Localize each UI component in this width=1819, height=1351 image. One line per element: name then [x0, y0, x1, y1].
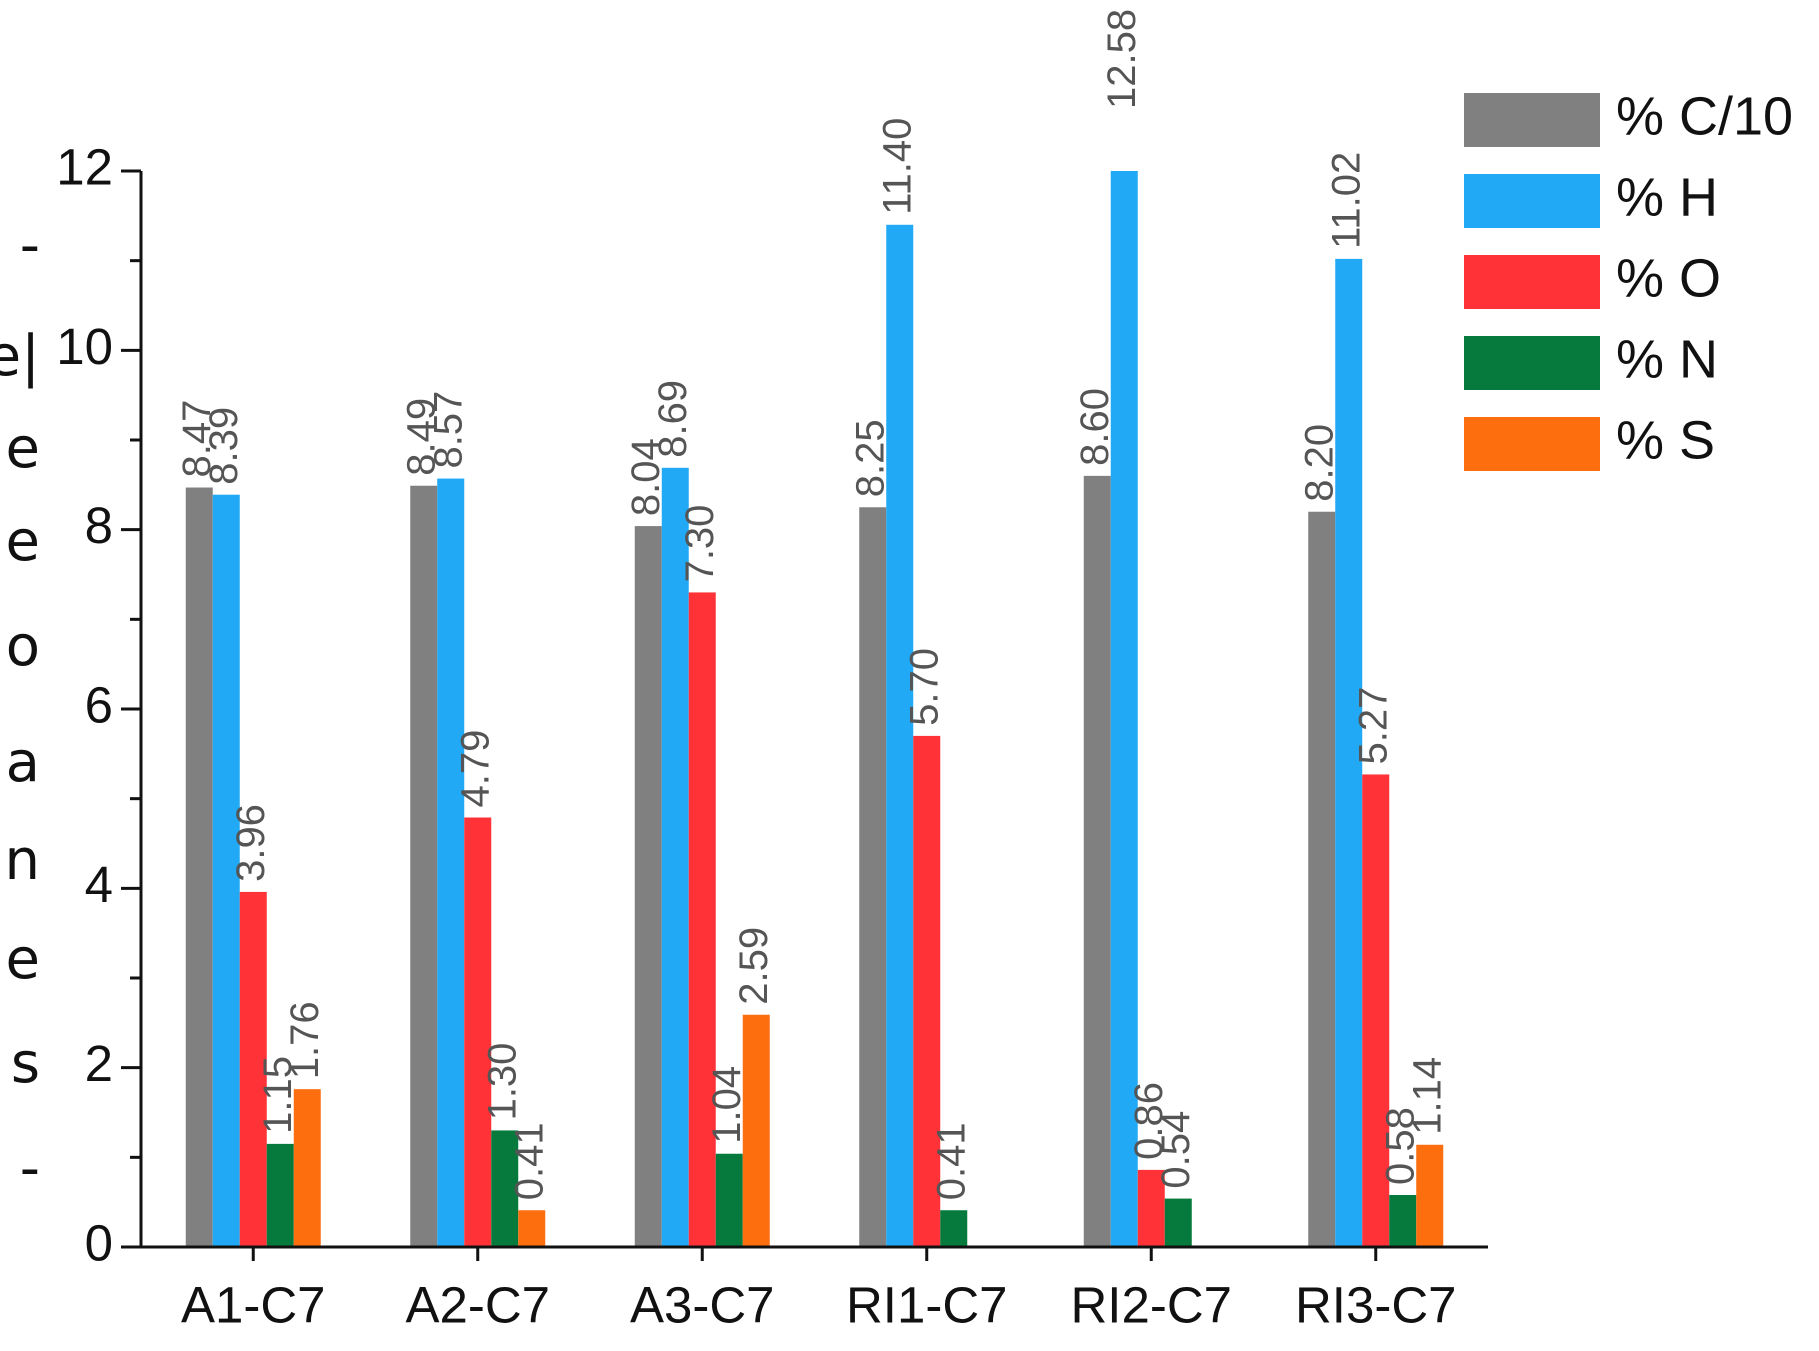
value-label: 5.70 — [902, 648, 946, 726]
bar — [634, 526, 662, 1247]
legend-label: % H — [1616, 167, 1718, 227]
value-label: 8.60 — [1073, 388, 1117, 466]
x-tick-label: A3-C7 — [630, 1276, 775, 1333]
bar — [1362, 774, 1390, 1247]
margin-text: e| — [0, 324, 40, 389]
bar — [1416, 1144, 1444, 1247]
value-label: 8.69 — [651, 380, 695, 458]
bar — [742, 1014, 770, 1247]
value-label: 3.96 — [229, 804, 273, 882]
legend-swatch — [1464, 174, 1600, 228]
bar — [1308, 511, 1336, 1247]
margin-text: - — [20, 213, 40, 278]
value-label: 12.58 — [1100, 9, 1144, 109]
y-tick-label: 4 — [85, 856, 113, 913]
y-tick-label: 0 — [85, 1214, 113, 1271]
margin-text: o — [6, 614, 40, 679]
bar — [1110, 171, 1138, 1247]
x-tick-label: RI3-C7 — [1295, 1276, 1457, 1333]
bar — [940, 1210, 968, 1247]
legend-label: % N — [1616, 329, 1718, 389]
value-label: 0.41 — [507, 1122, 551, 1200]
margin-text: a — [6, 730, 40, 795]
value-label: 0.86 — [1127, 1082, 1171, 1160]
y-tick-label: 10 — [56, 318, 113, 375]
value-label: 1.76 — [283, 1001, 327, 1079]
bar — [859, 507, 887, 1247]
value-label: 2.59 — [732, 927, 776, 1005]
bar — [185, 487, 213, 1247]
margin-text: n — [5, 828, 41, 893]
bar — [1164, 1198, 1192, 1247]
bar — [913, 735, 941, 1247]
bar — [518, 1210, 546, 1247]
bar — [410, 485, 438, 1247]
value-label: 8.20 — [1297, 424, 1341, 502]
value-label: 8.39 — [202, 407, 246, 485]
bar — [464, 817, 492, 1247]
value-label: 0.54 — [1154, 1111, 1198, 1189]
legend-swatch — [1464, 255, 1600, 309]
bar — [886, 224, 914, 1247]
bar — [715, 1153, 743, 1247]
bar — [212, 494, 240, 1247]
bar — [293, 1089, 321, 1247]
bar — [688, 592, 716, 1247]
y-tick-label: 2 — [85, 1035, 113, 1092]
value-label: 5.27 — [1351, 687, 1395, 765]
value-label: 1.14 — [1405, 1057, 1449, 1135]
value-label: 1.04 — [705, 1066, 749, 1144]
value-label: 0.41 — [929, 1122, 973, 1200]
bar — [491, 1130, 519, 1247]
margin-text: s — [11, 1031, 40, 1096]
value-label: 8.49 — [399, 398, 443, 476]
y-tick-label: 6 — [85, 676, 113, 733]
legend-swatch — [1464, 336, 1600, 390]
value-label: 1.15 — [256, 1056, 300, 1134]
bars — [185, 171, 1444, 1247]
margin-text: e — [6, 509, 40, 574]
legend-label: % O — [1616, 248, 1721, 308]
bar — [1083, 475, 1111, 1247]
value-label: 11.40 — [875, 118, 919, 215]
bar — [1137, 1169, 1165, 1247]
value-label: 8.25 — [848, 419, 892, 497]
value-label: 7.30 — [678, 505, 722, 583]
bar — [661, 467, 689, 1247]
bar — [1335, 258, 1363, 1247]
value-label: 8.47 — [175, 400, 219, 478]
legend-swatch — [1464, 93, 1600, 147]
value-label: 1.30 — [480, 1043, 524, 1121]
x-tick-label: RI2-C7 — [1070, 1276, 1232, 1333]
value-label: 11.02 — [1324, 152, 1368, 249]
margin-text: e — [6, 416, 40, 481]
value-label: 0.58 — [1378, 1107, 1422, 1185]
bar — [266, 1143, 294, 1247]
x-tick-label: RI1-C7 — [846, 1276, 1008, 1333]
bar — [437, 478, 465, 1247]
margin-text: - — [20, 1136, 40, 1201]
value-label: 8.04 — [624, 438, 668, 516]
x-tick-label: A2-C7 — [405, 1276, 550, 1333]
y-tick-label: 8 — [85, 497, 113, 554]
bar — [239, 891, 267, 1247]
legend-swatch — [1464, 417, 1600, 471]
value-label: 8.57 — [426, 391, 470, 469]
margin-text: e — [6, 927, 40, 992]
y-tick-label: 12 — [56, 138, 113, 195]
x-tick-label: A1-C7 — [181, 1276, 326, 1333]
value-label: 4.79 — [453, 730, 497, 808]
bar — [1389, 1194, 1417, 1247]
legend-label: % S — [1616, 410, 1715, 470]
legend-label: % C/10 — [1616, 86, 1793, 146]
